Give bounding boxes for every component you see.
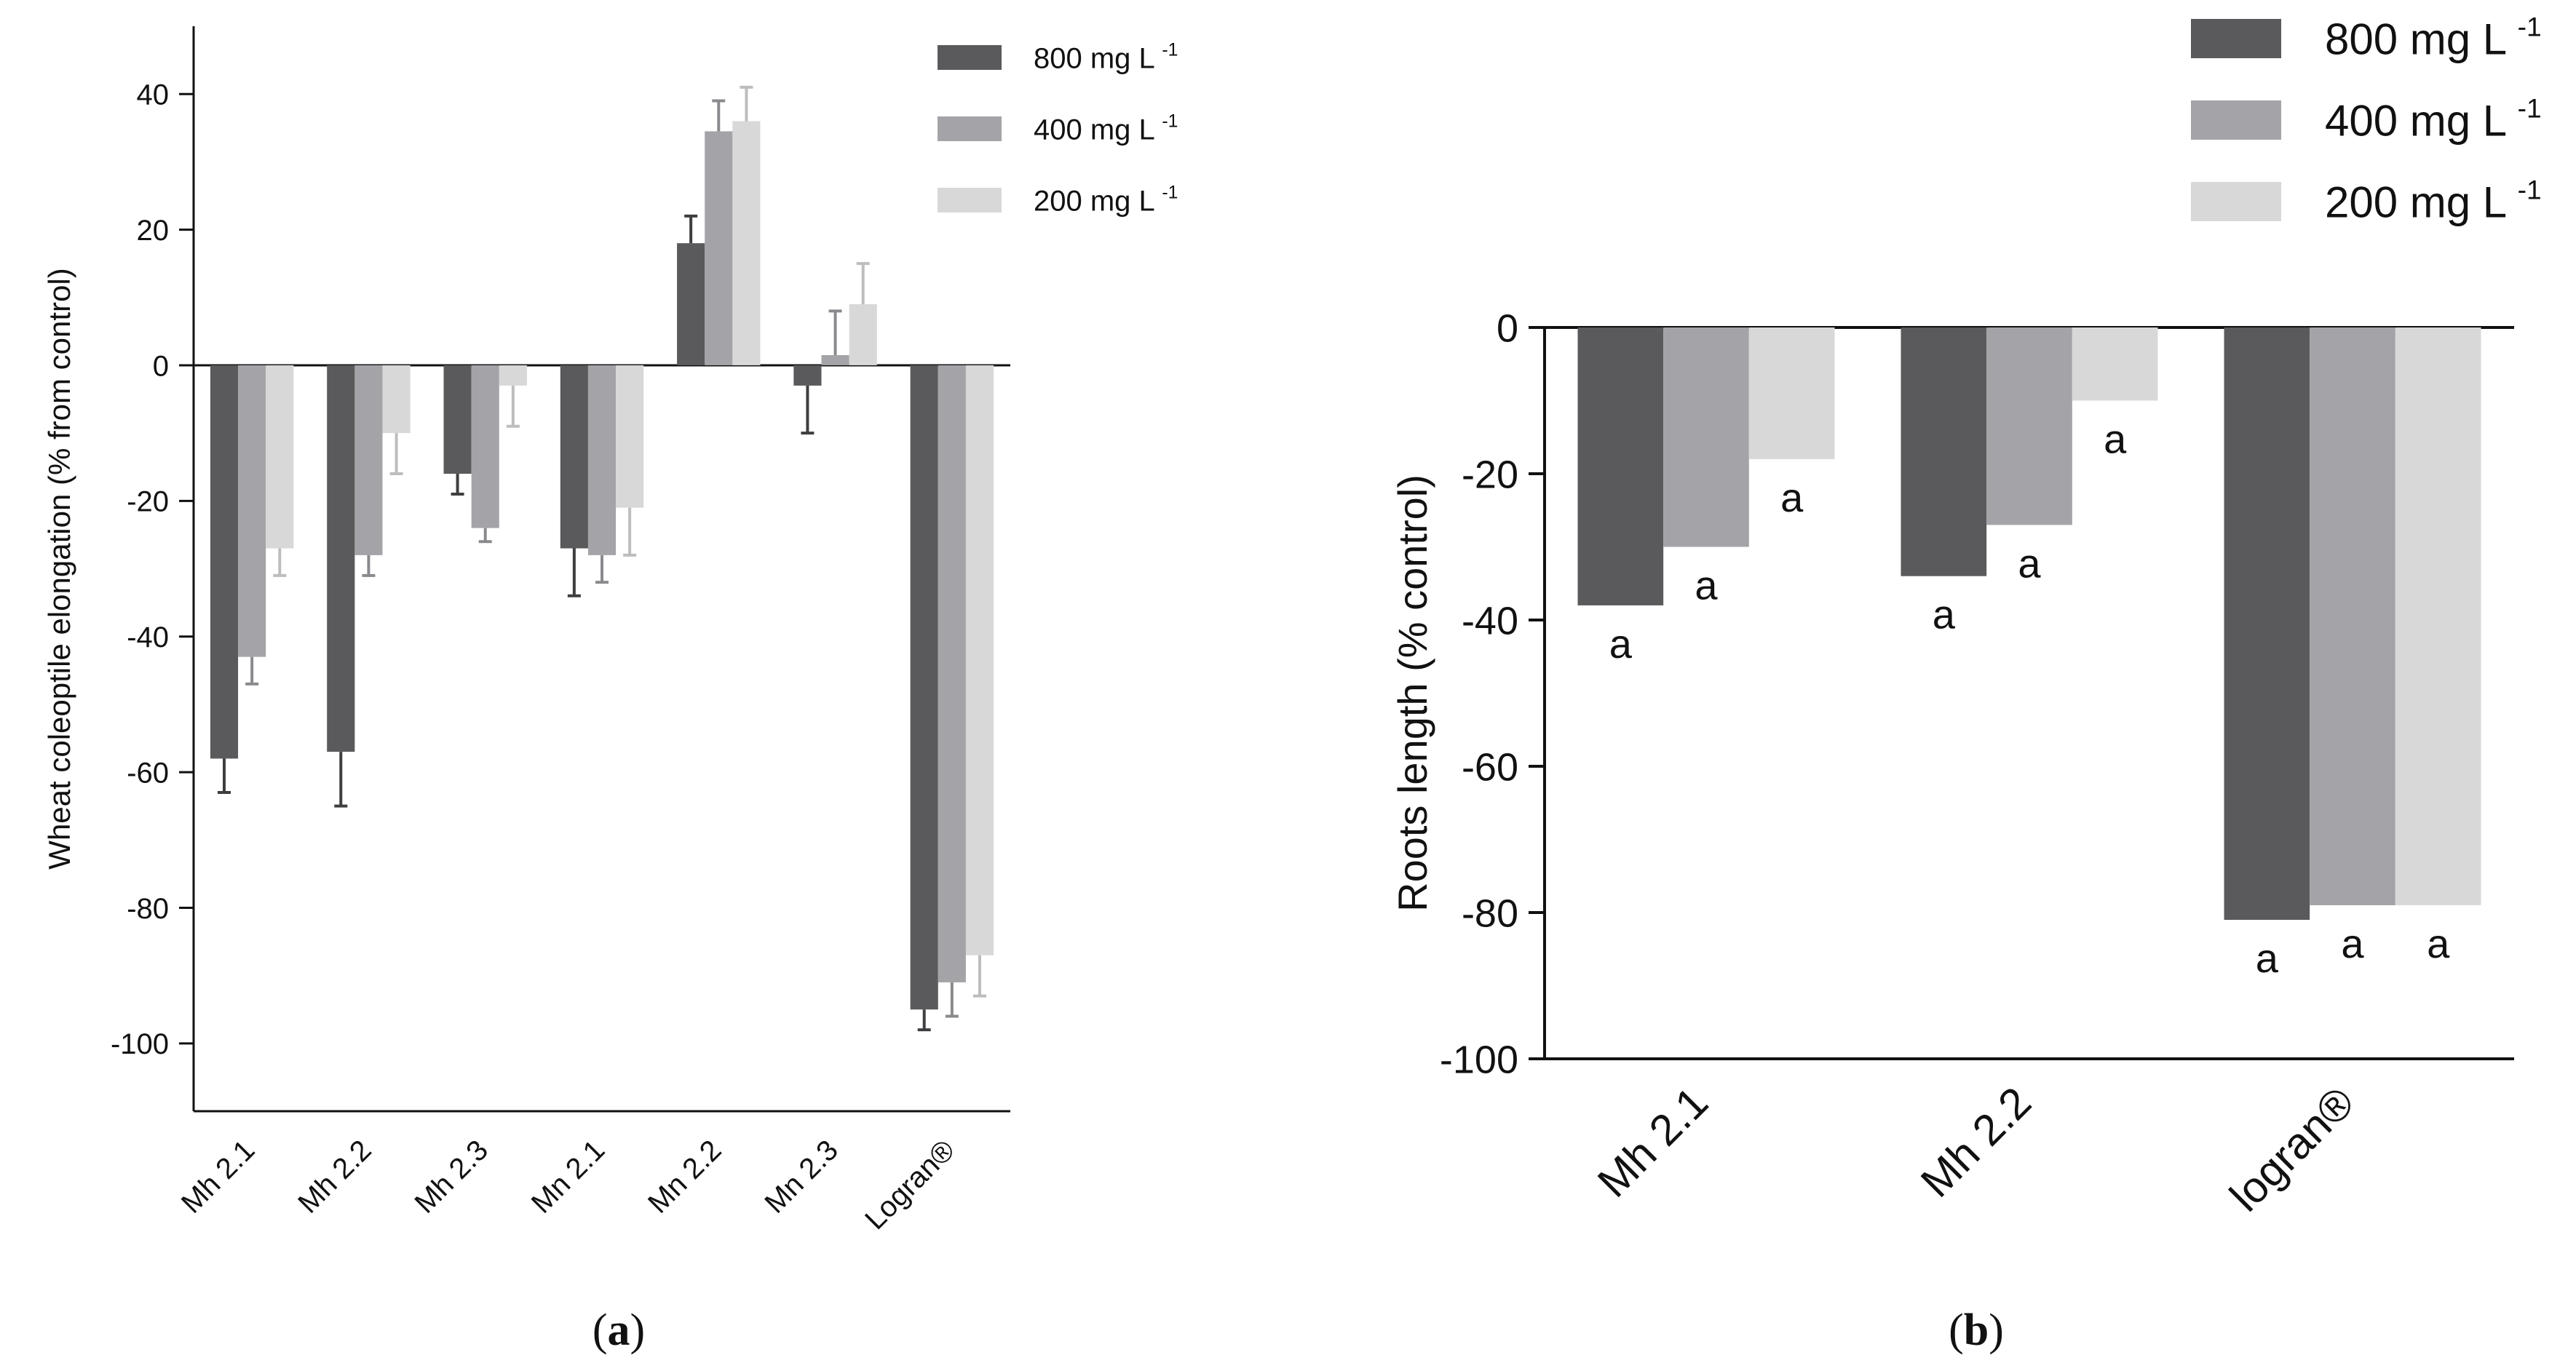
panel-label-a: (a) <box>593 1306 645 1355</box>
y-tick-label: 20 <box>137 215 170 247</box>
legend-swatch-s200 <box>2191 182 2281 221</box>
significance-letter-mh-2-1-s800: a <box>1609 621 1633 667</box>
y-axis-title: Wheat coleoptile elongation (% from cont… <box>42 268 76 869</box>
bar-mn-2-1-s800 <box>560 365 588 549</box>
panel-label-a-part: ) <box>630 1306 646 1355</box>
bar-mh-2-3-s200 <box>499 365 527 386</box>
panel-label-b: (b) <box>1949 1306 2004 1355</box>
bar-mh-2-3-s800 <box>443 365 472 474</box>
legend-label-s200-superscript: -1 <box>1162 183 1178 203</box>
panel-label-a-part: a <box>608 1306 630 1355</box>
bar-mn-2-3-s400 <box>821 354 849 365</box>
bar-mn-2-1-s200 <box>616 365 644 508</box>
legend-label-s400-superscript: -1 <box>2518 92 2542 123</box>
y-tick-label: 0 <box>1497 306 1518 350</box>
legend-label-s800-text: 800 mg L <box>1034 42 1162 74</box>
legend-label-s200: 200 mg L -1 <box>2325 174 2542 226</box>
bar-mh-2-2-s800 <box>327 365 355 752</box>
legend-label-s800: 800 mg L -1 <box>1034 41 1178 75</box>
bar-mh-2-2-s400 <box>1986 327 2072 525</box>
significance-letter-logran-s800: a <box>2256 935 2279 981</box>
bar-logran-s200 <box>965 365 994 955</box>
legend-label-s200-superscript: -1 <box>2518 174 2542 204</box>
legend-label-s200-text: 200 mg L <box>2325 178 2518 227</box>
significance-letter-mh-2-2-s800: a <box>1933 592 1956 637</box>
bar-mh-2-1-s200 <box>266 365 294 549</box>
legend-label-s400: 400 mg L -1 <box>2325 92 2542 145</box>
y-tick-label: 0 <box>153 350 169 382</box>
significance-letter-mh-2-1-s400: a <box>1695 563 1718 608</box>
legend-label-s400: 400 mg L -1 <box>1034 112 1178 146</box>
y-tick-label: -80 <box>1462 891 1518 935</box>
panel-label-a-part: ( <box>593 1306 608 1355</box>
legend-label-s800-text: 800 mg L <box>2325 15 2518 64</box>
legend-label-s400-superscript: -1 <box>1162 112 1178 132</box>
y-tick-label: 40 <box>137 79 170 111</box>
legend-label-s200: 200 mg L -1 <box>1034 183 1178 218</box>
bar-mn-2-1-s400 <box>587 365 617 555</box>
bar-mh-2-3-s400 <box>471 365 499 528</box>
significance-letter-logran-s400: a <box>2341 921 2364 966</box>
legend-swatch-s800 <box>938 45 1002 70</box>
bar-logran-s400 <box>2310 327 2395 905</box>
legend-label-s800-superscript: -1 <box>2518 11 2542 41</box>
panel-label-b-part: ) <box>1989 1306 2004 1355</box>
legend-label-s800-superscript: -1 <box>1162 41 1178 60</box>
y-tick-label: -40 <box>127 621 169 653</box>
bar-mh-2-1-s200 <box>1748 327 1835 459</box>
bar-mn-2-2-s800 <box>677 243 705 365</box>
y-tick-label: -40 <box>1462 599 1518 643</box>
bar-logran-s400 <box>938 365 966 982</box>
legend-label-s400-text: 400 mg L <box>2325 97 2518 146</box>
significance-letter-mh-2-2-s200: a <box>2104 416 2127 462</box>
legend-swatch-s400 <box>938 116 1002 141</box>
y-tick-label: -20 <box>127 486 169 518</box>
bar-logran-s800 <box>2224 327 2310 921</box>
legend-label-s400-text: 400 mg L <box>1034 114 1162 146</box>
y-tick-label: -60 <box>127 757 169 789</box>
y-axis-title: Roots length (% control) <box>1390 474 1435 912</box>
legend-label-s800: 800 mg L -1 <box>2325 11 2542 63</box>
bar-logran-s200 <box>2395 327 2481 905</box>
bar-mh-2-1-s800 <box>1577 327 1664 605</box>
y-tick-label: -100 <box>1440 1038 1518 1081</box>
y-tick-label: -20 <box>1462 453 1518 496</box>
panel-label-b-part: b <box>1964 1306 1989 1355</box>
significance-letter-mh-2-2-s400: a <box>2018 540 2041 586</box>
y-tick-label: -80 <box>127 893 169 925</box>
bar-mh-2-1-s400 <box>238 365 266 657</box>
bar-mh-2-1-s400 <box>1663 327 1749 547</box>
bar-mh-2-1-s800 <box>210 365 239 759</box>
bar-mh-2-2-s400 <box>354 365 383 555</box>
legend-swatch-s200 <box>938 188 1002 212</box>
bar-mn-2-2-s400 <box>705 131 733 365</box>
bar-mn-2-3-s800 <box>793 365 822 386</box>
significance-letter-logran-s200: a <box>2427 921 2450 966</box>
legend-swatch-s400 <box>2191 100 2281 140</box>
bar-mn-2-2-s200 <box>732 121 761 365</box>
panel-label-b-part: ( <box>1949 1306 1964 1355</box>
y-tick-label: -60 <box>1462 745 1518 789</box>
legend-swatch-s800 <box>2191 19 2281 58</box>
bar-mh-2-2-s200 <box>2072 327 2158 401</box>
bar-logran-s800 <box>910 365 938 1010</box>
significance-letter-mh-2-1-s200: a <box>1780 474 1804 520</box>
legend-label-s200-text: 200 mg L <box>1034 185 1162 217</box>
bar-mh-2-2-s200 <box>382 365 411 434</box>
y-tick-label: -100 <box>111 1028 169 1060</box>
bar-mn-2-3-s200 <box>849 304 877 365</box>
bar-mh-2-2-s800 <box>1901 327 1987 576</box>
